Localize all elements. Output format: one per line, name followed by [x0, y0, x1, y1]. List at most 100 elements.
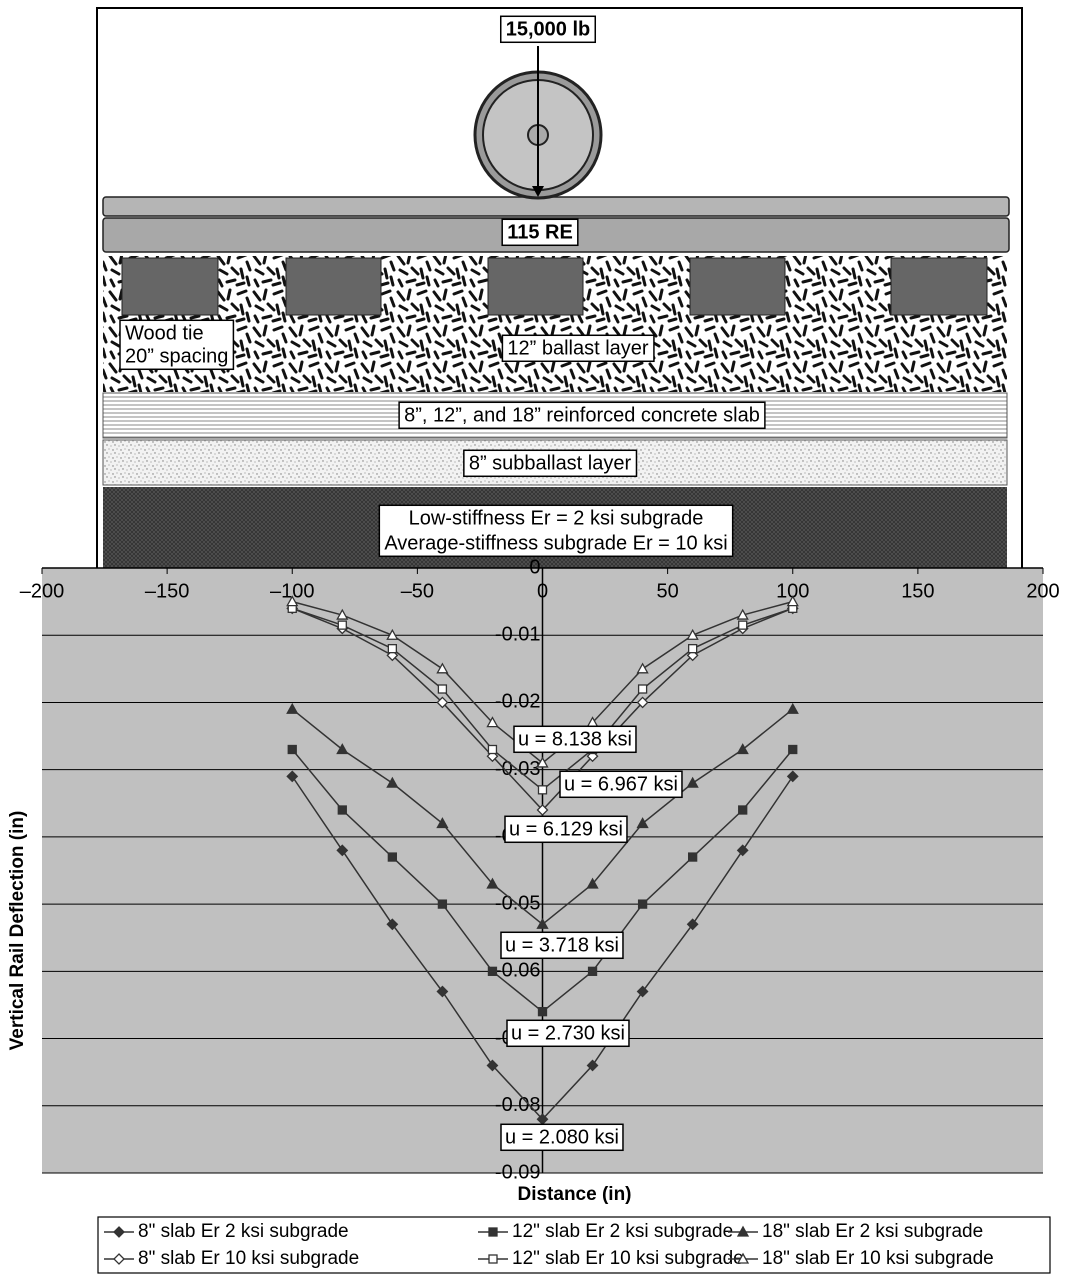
label-box [398, 401, 766, 430]
marker [686, 776, 699, 788]
marker [336, 743, 349, 755]
label-box [559, 770, 683, 799]
marker [587, 966, 598, 976]
marker [688, 852, 698, 862]
marker [537, 1007, 548, 1017]
y-tick-label: -0.02 [495, 691, 541, 713]
ballast-label: 12” ballast layer [507, 337, 649, 359]
tie-label: Wood tie [125, 322, 204, 344]
marker [286, 770, 299, 783]
annotation: u = 6.967 ksi [564, 773, 678, 795]
x-tick-label: –150 [145, 580, 190, 602]
x-tick-label: 150 [901, 580, 934, 602]
y-axis-title: Vertical Rail Deflection (in) [7, 811, 28, 1051]
marker [586, 1059, 599, 1072]
marker [386, 918, 399, 931]
x-tick-label: –50 [401, 580, 434, 602]
marker [637, 684, 648, 694]
marker [436, 985, 449, 998]
label-box [501, 218, 579, 247]
x-tick-label: 100 [776, 580, 809, 602]
marker [736, 743, 749, 755]
subgrade-label: Average-stiffness subgrade Er = 10 ksi [384, 532, 727, 554]
marker [636, 662, 649, 674]
tie-label: 20” spacing [125, 345, 228, 367]
legend-box [97, 1216, 1051, 1274]
legend-label: 12" slab Er 2 ksi subgrade [512, 1221, 733, 1242]
marker [287, 744, 297, 755]
legend-label: 8" slab Er 2 ksi subgrade [138, 1221, 349, 1242]
subballast-label: 8” subballast layer [469, 452, 632, 474]
label-box [463, 449, 638, 478]
label-box [513, 725, 637, 754]
marker [487, 966, 498, 976]
marker [436, 817, 449, 829]
annotation: u = 6.129 ksi [509, 818, 623, 840]
marker [637, 899, 648, 909]
marker [536, 804, 549, 816]
marker [636, 817, 649, 829]
marker [736, 1252, 750, 1264]
track-diagram: 15,000 lb 115 RE Wood tie 20” spacing 12… [96, 7, 1023, 571]
marker [337, 805, 347, 815]
label-box [506, 1019, 630, 1048]
marker [686, 918, 699, 931]
legend-label: 8" slab Er 10 ksi subgrade [138, 1248, 359, 1269]
marker [336, 844, 349, 857]
label-box [378, 504, 734, 558]
marker [736, 844, 749, 857]
marker [113, 1253, 125, 1265]
rail-head [102, 196, 1010, 217]
x-tick-label: 0 [537, 580, 548, 602]
marker [686, 628, 699, 640]
legend-label: 18" slab Er 10 ksi subgrade [762, 1248, 994, 1269]
marker [536, 917, 549, 929]
label-box [119, 319, 235, 371]
chart: –200 –150 –100 –50 0 50 100 150 200 0 -0.01 -0.02 -0… [7, 556, 1060, 1274]
marker [486, 716, 499, 728]
load-arrowhead [532, 186, 544, 197]
annotation: u = 2.730 ksi [511, 1022, 625, 1044]
marker [386, 776, 399, 788]
marker [738, 805, 748, 815]
marker [437, 899, 448, 909]
marker [636, 985, 649, 998]
y-tick-label: -0.09 [495, 1161, 541, 1183]
x-axis-title: Distance (in) [517, 1184, 631, 1205]
legend-label: 12" slab Er 10 ksi subgrade [512, 1248, 744, 1269]
label-box [501, 334, 655, 363]
rail-label: 115 RE [507, 221, 573, 243]
marker [488, 1227, 498, 1237]
marker [786, 770, 799, 783]
marker [486, 1059, 499, 1072]
label-box [500, 1123, 624, 1152]
marker [436, 696, 449, 709]
marker [487, 744, 498, 755]
tie [689, 257, 786, 316]
annotation: u = 8.138 ksi [518, 728, 632, 750]
annotation: u = 2.080 ksi [505, 1126, 619, 1148]
subgrade-label: Low-stiffness Er = 2 ksi subgrade [409, 507, 704, 529]
tie [121, 257, 219, 316]
marker [387, 644, 398, 654]
y-tick-label: -0.08 [495, 1094, 541, 1116]
marker [536, 756, 549, 768]
marker [336, 608, 349, 620]
marker [286, 702, 299, 714]
marker [786, 595, 799, 607]
label-box [499, 15, 597, 44]
marker [386, 628, 399, 640]
marker [113, 1226, 125, 1238]
marker [286, 595, 299, 607]
marker [636, 696, 649, 709]
label-box [500, 931, 624, 960]
y-tick-label: 0 [529, 556, 540, 578]
label-box [504, 815, 628, 844]
marker [337, 620, 347, 630]
marker [486, 750, 499, 763]
marker [437, 684, 448, 694]
annotation: u = 3.718 ksi [505, 934, 619, 956]
x-tick-label: –100 [270, 580, 315, 602]
marker [486, 877, 499, 889]
